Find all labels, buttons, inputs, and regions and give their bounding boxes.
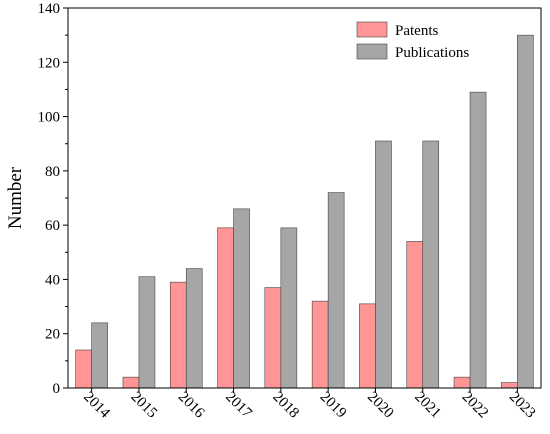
y-tick-label: 140 <box>38 1 61 17</box>
y-tick-label: 120 <box>38 55 61 71</box>
x-axis: 2014 2015 2016 2017 2018 2019 2020 2021 2022 2023 <box>80 388 538 422</box>
bar-publications-2020 <box>375 140 392 389</box>
legend-label-patents: Patents <box>395 23 438 39</box>
bar-publications-2018 <box>280 227 298 389</box>
bar-patents-2017 <box>217 227 234 389</box>
legend: Patents Publications <box>356 21 469 61</box>
bar-patents-2014 <box>75 349 92 389</box>
bar-patents-2023 <box>501 382 518 389</box>
bar-publications-2015 <box>138 276 156 389</box>
bar-publications-2014 <box>91 322 108 389</box>
bar-publications-2022 <box>469 91 487 389</box>
bar-publications-2016 <box>185 268 203 389</box>
x-tick-label: 2019 <box>317 389 350 422</box>
x-tick-label: 2021 <box>411 389 444 422</box>
bar-publications-2021 <box>422 140 440 389</box>
x-tick-label: 2022 <box>459 389 492 422</box>
bar-publications-2023 <box>517 34 534 389</box>
y-axis-label: Number <box>5 166 26 229</box>
y-tick-label: 20 <box>45 327 60 343</box>
bar-publications-2019 <box>327 192 345 389</box>
y-tick-label: 0 <box>53 381 61 397</box>
bar-patents-2018 <box>264 287 282 389</box>
plot-marks <box>75 34 534 389</box>
x-tick-label: 2017 <box>222 389 255 422</box>
y-tick-label: 80 <box>45 164 60 180</box>
legend-label-publications: Publications <box>395 45 469 61</box>
x-tick-label: 2023 <box>506 389 539 422</box>
y-tick-label: 100 <box>38 110 61 126</box>
bar-patents-2022 <box>453 376 471 389</box>
bar-patents-2016 <box>169 281 187 389</box>
y-tick-label: 60 <box>45 218 60 234</box>
bar-patents-2015 <box>122 376 140 389</box>
y-tick-label: 40 <box>45 272 60 288</box>
x-tick-label: 2016 <box>175 389 208 422</box>
bar-patents-2021 <box>406 241 424 389</box>
x-tick-label: 2015 <box>128 389 161 422</box>
bar-patents-2020 <box>359 303 376 389</box>
bar-patents-2019 <box>311 300 329 389</box>
legend-swatch-publications <box>356 43 388 60</box>
bar-publications-2017 <box>233 208 250 389</box>
y-axis: 0 20 40 60 80 100 120 140 <box>38 1 68 397</box>
legend-swatch-patents <box>356 21 388 38</box>
x-tick-label: 2014 <box>80 389 113 422</box>
x-tick-label: 2018 <box>269 389 302 422</box>
x-tick-label: 2020 <box>364 389 397 422</box>
